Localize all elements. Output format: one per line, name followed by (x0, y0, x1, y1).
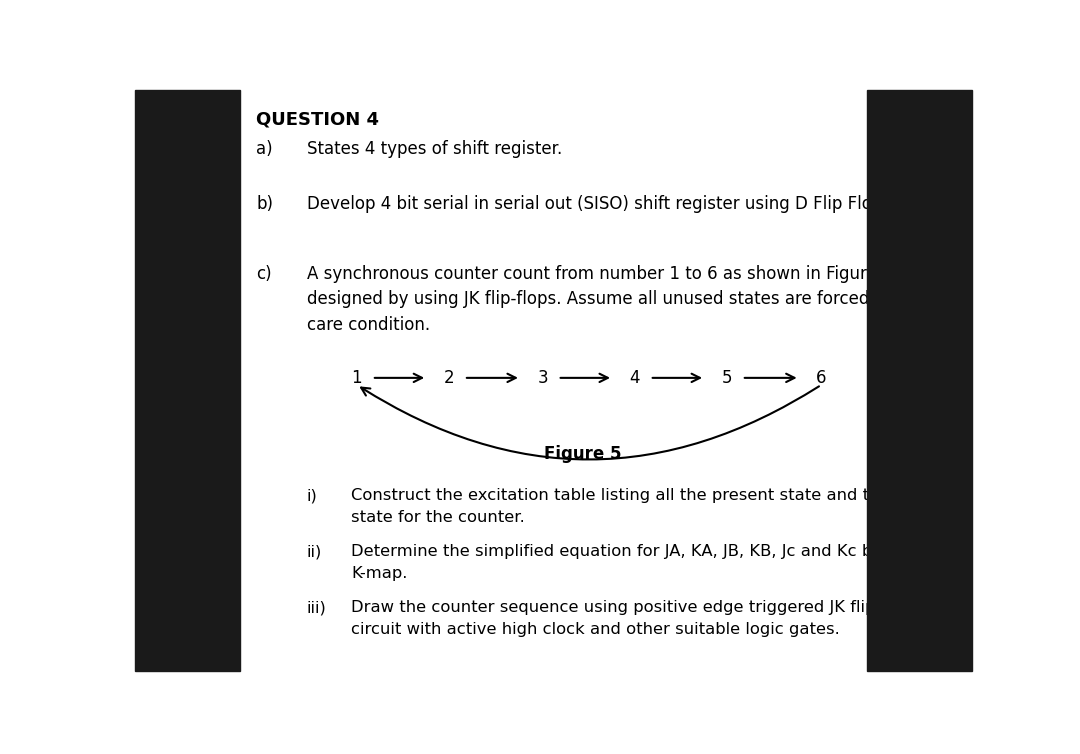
Text: b): b) (256, 195, 273, 213)
Text: 4: 4 (630, 369, 640, 387)
Text: A synchronous counter count from number 1 to 6 as shown in Figure 5 is
designed : A synchronous counter count from number … (307, 265, 940, 334)
Bar (135, 90, 240, 671)
Text: iii): iii) (307, 600, 326, 615)
Text: 1: 1 (351, 369, 362, 387)
Bar (867, 90, 972, 671)
Text: Develop 4 bit serial in serial out (SISO) shift register using D Flip Flop.: Develop 4 bit serial in serial out (SISO… (307, 195, 887, 213)
Text: Construct the excitation table listing all the present state and the next
state : Construct the excitation table listing a… (351, 488, 931, 525)
Text: a): a) (256, 139, 273, 158)
Text: 6: 6 (816, 369, 826, 387)
Text: ii): ii) (307, 544, 322, 559)
Text: QUESTION 4: QUESTION 4 (256, 111, 379, 129)
Text: 5: 5 (721, 369, 732, 387)
Text: Draw the counter sequence using positive edge triggered JK flip-flop
circuit wit: Draw the counter sequence using positive… (351, 600, 912, 637)
Text: 2: 2 (444, 369, 455, 387)
Text: Determine the simplified equation for JA, KA, JB, KB, Jc and Kc by using
K-map.: Determine the simplified equation for JA… (351, 544, 931, 581)
Text: States 4 types of shift register.: States 4 types of shift register. (307, 139, 562, 158)
Text: c): c) (256, 265, 272, 283)
Text: i): i) (307, 488, 318, 503)
Text: 3: 3 (538, 369, 548, 387)
Text: Figure 5: Figure 5 (544, 445, 622, 463)
